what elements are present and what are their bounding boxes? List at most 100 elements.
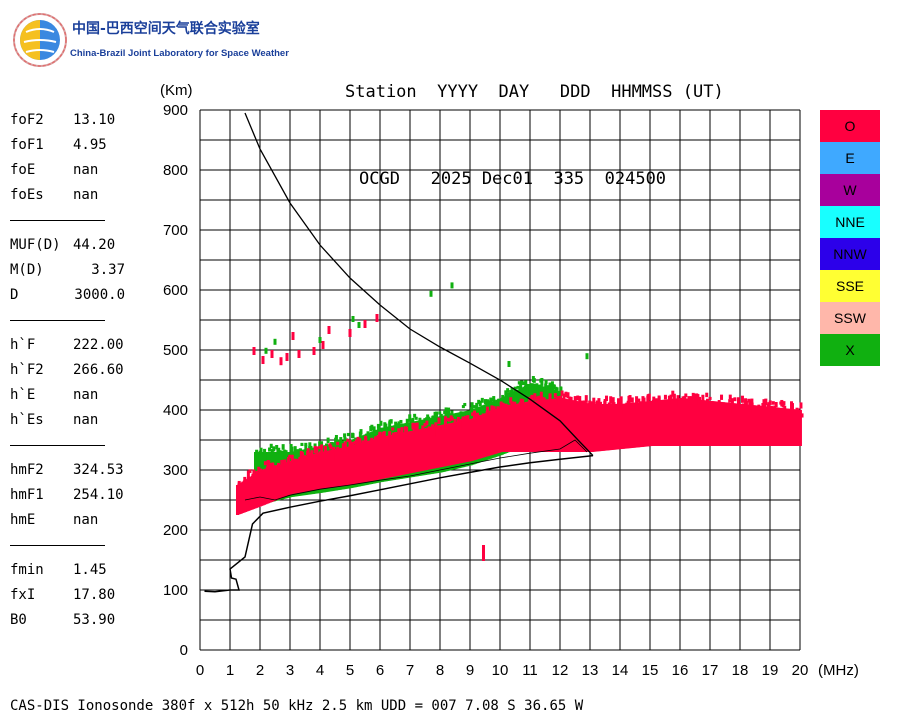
o-trace-speckle [598, 401, 602, 406]
o-trace-speckle [736, 397, 740, 405]
y-tick-label: 800 [163, 162, 188, 179]
param-label: hmF1 [10, 487, 44, 503]
o-trace-speckle [388, 431, 392, 438]
o-trace-speckle [243, 476, 247, 483]
o-trace-speckle [286, 456, 290, 466]
o-trace-speckle [343, 441, 347, 451]
x-trace-speckle [334, 434, 338, 443]
o-trace-speckle [346, 438, 350, 442]
logo-subtitle: China-Brazil Joint Laboratory for Space … [70, 48, 289, 59]
o-trace-speckle [280, 459, 284, 465]
instrument-footer: CAS-DIS Ionosonde 380f x 512h 50 kHz 2.5… [10, 698, 584, 714]
x-trace-speckle [461, 405, 465, 409]
o-trace-speckle [466, 415, 470, 421]
x-trace-speckle [389, 419, 393, 424]
x-tick-label: 17 [702, 662, 719, 679]
o-trace-speckle [671, 390, 675, 397]
x-trace-speckle [532, 378, 536, 383]
o-trace-speckle [252, 469, 256, 475]
x-echo-point [450, 282, 454, 289]
o-trace-speckle [413, 422, 417, 430]
legend-item-x: X [820, 334, 880, 366]
x-trace-speckle [278, 450, 282, 454]
o-trace-speckle [329, 445, 333, 450]
o-trace-speckle [313, 445, 317, 454]
o-echo-point [252, 347, 256, 355]
x-tick-label: 18 [732, 662, 749, 679]
x-echo-point [585, 353, 589, 360]
x-trace-speckle [552, 384, 556, 390]
o-trace-speckle [355, 439, 359, 444]
param-value: nan [73, 187, 99, 203]
o-trace-speckle [492, 406, 496, 412]
o-trace-speckle [687, 396, 691, 401]
o-trace-speckle [445, 417, 449, 422]
lab-logo [12, 12, 272, 72]
o-echo-point [375, 314, 379, 322]
o-trace-speckle [534, 396, 538, 401]
x-trace-speckle [470, 402, 474, 411]
x-axis-label: (MHz) [818, 662, 859, 679]
legend-item-nne: NNE [820, 206, 880, 238]
x-trace-speckle [343, 433, 347, 438]
o-trace-speckle [576, 395, 580, 401]
y-tick-label: 400 [163, 402, 188, 419]
param-value: 324.53 [73, 462, 124, 478]
x-echo-point [357, 322, 361, 328]
param-value: 266.60 [73, 362, 124, 378]
o-trace-speckle [257, 466, 261, 472]
o-echo-point [327, 326, 331, 334]
param-divider [10, 445, 105, 446]
o-echo-point [321, 341, 325, 349]
o-trace-speckle [306, 448, 310, 457]
param-value: 3000.0 [74, 287, 125, 303]
param-value: 44.20 [73, 237, 116, 253]
o-trace-speckle [635, 396, 639, 404]
y-tick-label: 900 [163, 102, 188, 119]
param-row: h`E nan [10, 383, 130, 408]
o-trace-speckle [609, 396, 613, 404]
legend-item-nnw: NNW [820, 238, 880, 270]
param-row: hmE nan [10, 508, 130, 533]
param-value: 53.90 [73, 612, 116, 628]
x-trace-speckle [370, 424, 374, 431]
x-trace-speckle [490, 397, 494, 402]
o-trace-speckle [597, 398, 601, 407]
o-echo-point [279, 357, 283, 366]
param-row: MUF(D) 44.20 [10, 233, 130, 258]
x-echo-point [318, 337, 322, 343]
o-trace-speckle [771, 401, 775, 405]
o-trace-speckle [464, 415, 468, 423]
x-tick-label: 19 [762, 662, 779, 679]
o-trace-speckle [642, 397, 646, 404]
o-echo-point [363, 320, 367, 328]
o-trace-speckle [748, 399, 752, 406]
o-trace-speckle [490, 405, 494, 414]
x-trace-speckle [346, 432, 350, 437]
x-trace-speckle [480, 397, 484, 403]
x-echo-point [351, 316, 355, 322]
o-trace-speckle [740, 395, 744, 403]
x-trace-speckle [304, 445, 308, 450]
legend-item-e: E [820, 142, 880, 174]
o-trace-speckle [425, 420, 429, 426]
x-trace-speckle [519, 382, 523, 390]
x-trace-speckle [359, 429, 363, 435]
x-trace-speckle [259, 447, 263, 454]
o-trace-speckle [246, 470, 250, 479]
electron-density-profile [204, 454, 594, 593]
o-trace-speckle [790, 403, 794, 411]
param-value: 1.45 [73, 562, 107, 578]
param-value: nan [73, 412, 99, 428]
x-trace-speckle [308, 442, 312, 447]
o-trace-speckle [461, 416, 465, 423]
o-trace-speckle [676, 395, 680, 401]
x-trace-speckle [290, 446, 294, 453]
param-label: D [10, 287, 19, 303]
o-trace-speckle [696, 394, 700, 400]
x-trace-speckle [548, 382, 552, 390]
param-value: nan [73, 387, 99, 403]
o-trace-speckle [519, 398, 523, 407]
o-trace-speckle [310, 450, 314, 459]
